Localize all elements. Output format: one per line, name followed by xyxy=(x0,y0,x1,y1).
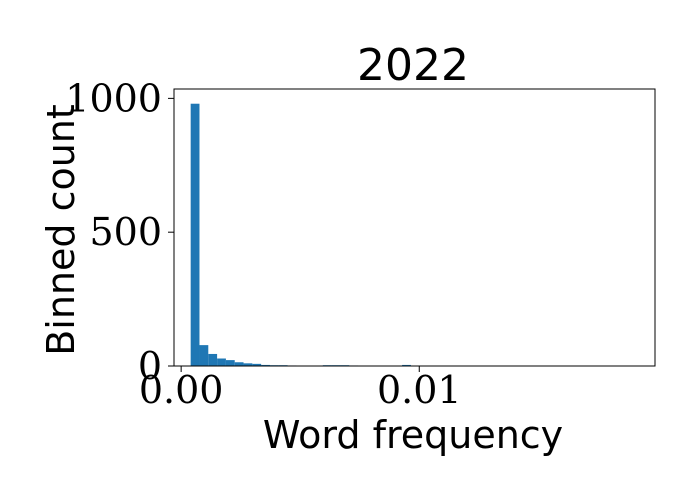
y-axis-label: Binned count xyxy=(39,104,83,356)
x-axis-ticks: 0.00 0.01 xyxy=(139,366,462,412)
y-tick-label: 500 xyxy=(89,210,162,254)
histogram-bar xyxy=(208,353,218,366)
x-axis-label: Word frequency xyxy=(263,413,563,457)
plot-frame xyxy=(173,88,656,367)
histogram-bar xyxy=(252,363,262,366)
histogram-bar xyxy=(402,364,411,366)
histogram-bar xyxy=(199,345,209,366)
chart-title: 2022 xyxy=(357,40,469,91)
histogram-bar xyxy=(217,358,226,366)
x-tick-label: 0.00 xyxy=(139,368,224,412)
y-tick-label: 1000 xyxy=(65,76,162,120)
histogram-bar xyxy=(243,363,253,366)
x-tick-label: 0.01 xyxy=(377,368,462,412)
histogram-bar xyxy=(234,362,244,366)
histogram-bars xyxy=(190,103,429,366)
histogram-bar xyxy=(225,360,235,366)
y-tick-label: 0 xyxy=(138,344,162,388)
histogram-bar xyxy=(261,364,270,366)
histogram-bar xyxy=(190,103,200,366)
y-axis-ticks: 0 500 1000 xyxy=(65,76,174,388)
